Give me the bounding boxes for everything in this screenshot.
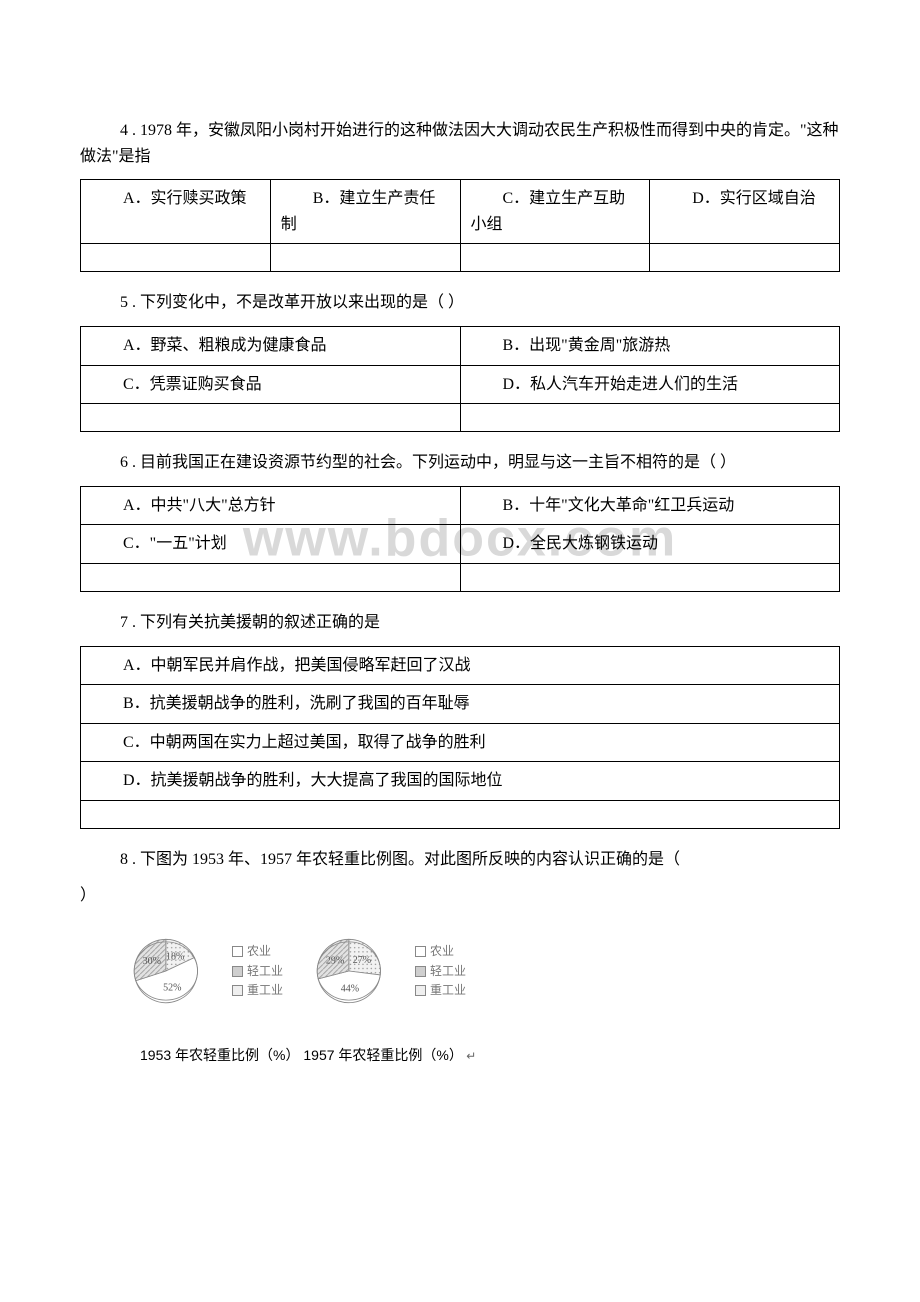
legend-1953: 农业 轻工业 重工业 xyxy=(232,942,283,1000)
swatch-agri-icon xyxy=(415,946,426,957)
legend-agri: 农业 xyxy=(430,942,454,961)
q7-opt-c: C．中朝两国在实力上超过美国，取得了战争的胜利 xyxy=(81,723,840,762)
q5-options-table: A．野菜、粗粮成为健康食品 B．出现"黄金周"旅游热 C．凭票证购买食品 D．私… xyxy=(80,326,840,432)
legend-light: 轻工业 xyxy=(430,962,466,981)
svg-text:52%: 52% xyxy=(163,983,181,994)
swatch-heavy-icon xyxy=(232,985,243,996)
q6-opt-b: B．十年"文化大革命"红卫兵运动 xyxy=(460,486,840,525)
q6-opt-c: C．"一五"计划 xyxy=(81,525,461,564)
q6-opt-a: A．中共"八大"总方针 xyxy=(81,486,461,525)
svg-text:44%: 44% xyxy=(341,984,359,995)
svg-text:29%: 29% xyxy=(326,956,344,967)
q8-caption: 1953 年农轻重比例（%） 1957 年农轻重比例（%） ↵ xyxy=(140,1044,840,1066)
swatch-light-icon xyxy=(232,966,243,977)
q4-options-table: A．实行赎买政策 B．建立生产责任制 C．建立生产互助小组 D．实行区域自治 xyxy=(80,179,840,272)
q4-opt-c: C．建立生产互助小组 xyxy=(460,180,650,244)
pie-1957: 27% 44% 29% xyxy=(303,928,403,1014)
q4-text: 4 . 1978 年，安徽凤阳小岗村开始进行的这种做法因大大调动农民生产积极性而… xyxy=(80,118,840,169)
q4-opt-d: D．实行区域自治 xyxy=(650,180,840,244)
q7-text: 7 . 下列有关抗美援朝的叙述正确的是 xyxy=(80,610,840,636)
q8-text-line2: ） xyxy=(80,883,840,909)
q6-options-table: A．中共"八大"总方针 B．十年"文化大革命"红卫兵运动 C．"一五"计划 D．… xyxy=(80,486,840,592)
q5-opt-b: B．出现"黄金周"旅游热 xyxy=(460,326,840,365)
q7-opt-a: A．中朝军民并肩作战，把美国侵略军赶回了汉战 xyxy=(81,646,840,685)
chart-1957-block: 27% 44% 29% 农业 轻工业 重工业 xyxy=(303,928,466,1014)
q6-text: 6 . 目前我国正在建设资源节约型的社会。下列运动中，明显与这一主旨不相符的是（… xyxy=(80,450,840,476)
q4-opt-b: B．建立生产责任制 xyxy=(270,180,460,244)
swatch-heavy-icon xyxy=(415,985,426,996)
q5-text: 5 . 下列变化中，不是改革开放以来出现的是（ ） xyxy=(80,290,840,316)
legend-agri: 农业 xyxy=(247,942,271,961)
legend-heavy: 重工业 xyxy=(430,981,466,1000)
q7-options-table: A．中朝军民并肩作战，把美国侵略军赶回了汉战 B．抗美援朝战争的胜利，洗刷了我国… xyxy=(80,646,840,829)
q5-opt-c: C．凭票证购买食品 xyxy=(81,365,461,404)
q5-opt-a: A．野菜、粗粮成为健康食品 xyxy=(81,326,461,365)
legend-heavy: 重工业 xyxy=(247,981,283,1000)
q4-opt-a: A．实行赎买政策 xyxy=(81,180,271,244)
swatch-agri-icon xyxy=(232,946,243,957)
swatch-light-icon xyxy=(415,966,426,977)
q8-text-line1: 8 . 下图为 1953 年、1957 年农轻重比例图。对此图所反映的内容认识正… xyxy=(80,847,840,873)
q5-opt-d: D．私人汽车开始走进人们的生活 xyxy=(460,365,840,404)
svg-text:18%: 18% xyxy=(166,952,184,963)
svg-text:27%: 27% xyxy=(353,955,371,966)
pie-1953: 18% 52% 30% xyxy=(120,928,220,1014)
q7-opt-b: B．抗美援朝战争的胜利，洗刷了我国的百年耻辱 xyxy=(81,685,840,724)
legend-1957: 农业 轻工业 重工业 xyxy=(415,942,466,1000)
q7-opt-d: D．抗美援朝战争的胜利，大大提高了我国的国际地位 xyxy=(81,762,840,801)
svg-text:30%: 30% xyxy=(143,956,161,967)
legend-light: 轻工业 xyxy=(247,962,283,981)
q8-charts: 18% 52% 30% 农业 轻工业 重工业 27% 44% 29% 农业 轻工业 重工… xyxy=(120,928,840,1014)
q6-opt-d: D．全民大炼钢铁运动 xyxy=(460,525,840,564)
chart-1953-block: 18% 52% 30% 农业 轻工业 重工业 xyxy=(120,928,283,1014)
